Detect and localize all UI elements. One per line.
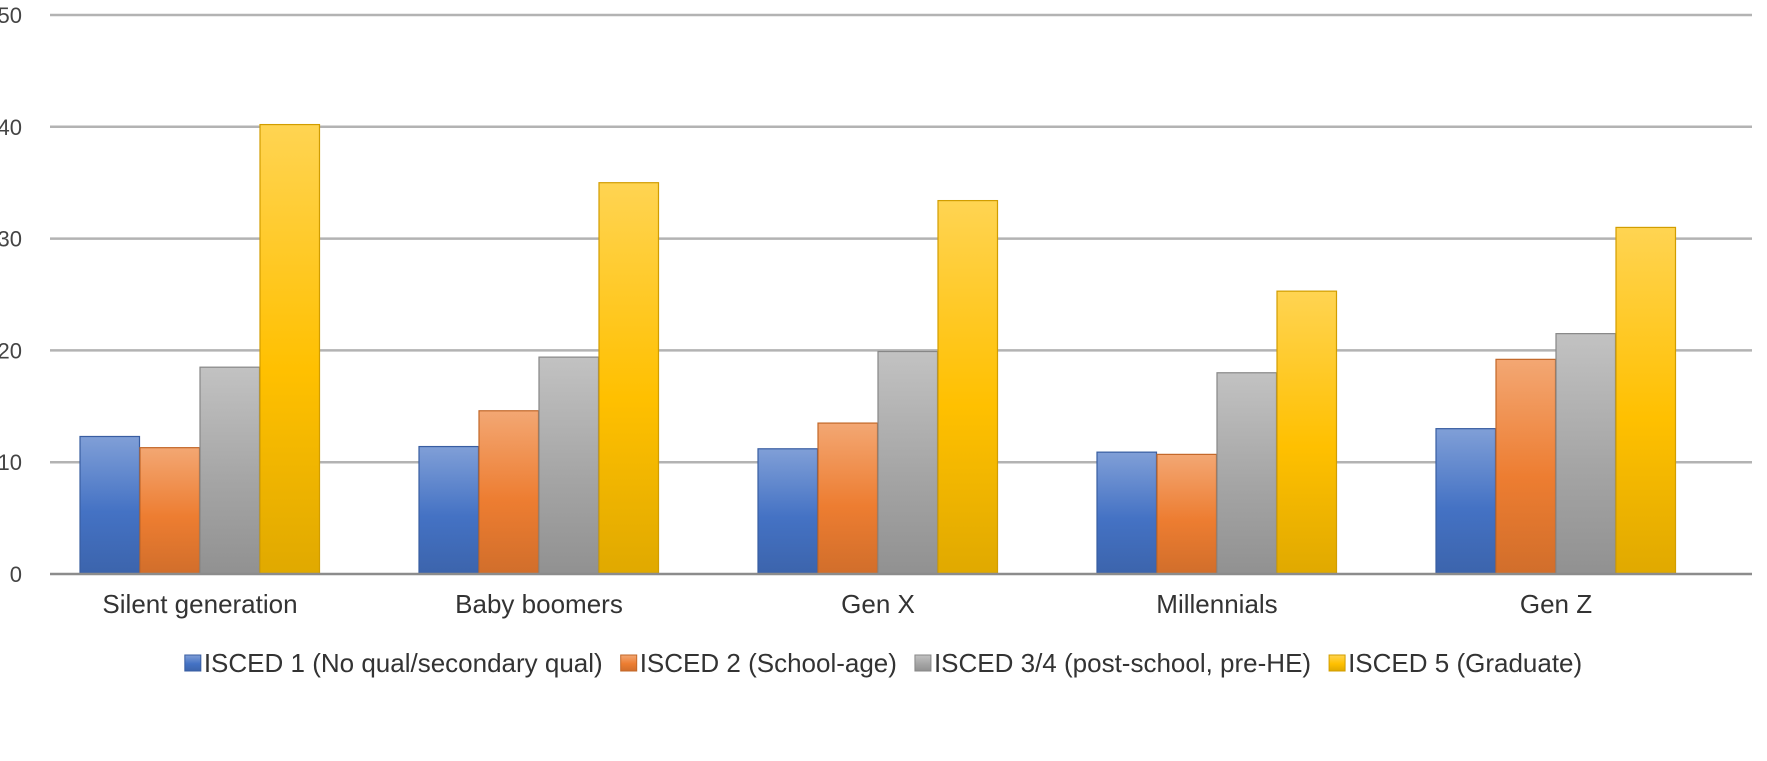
bar-baby-boomers-series-2 [478, 410, 540, 575]
bars [79, 123, 1677, 575]
legend-label: ISCED 5 (Graduate) [1348, 648, 1582, 678]
legend-item: ISCED 2 (School-age) [620, 648, 897, 678]
bar-millennials-series-3 [1216, 372, 1278, 575]
bar-gen-x-series-3 [877, 350, 939, 575]
bar-millennials-series-2 [1156, 453, 1218, 575]
bar-baby-boomers-series-1 [418, 445, 480, 575]
bar-millennials-series-1 [1096, 451, 1158, 575]
legend-swatch [914, 654, 932, 672]
bar-baby-boomers-series-3 [538, 356, 600, 575]
legend-item: ISCED 1 (No qual/secondary qual) [184, 648, 603, 678]
legend-label: ISCED 3/4 (post-school, pre-HE) [934, 648, 1311, 678]
legend-swatch [184, 654, 202, 672]
y-tick-label: 30 [0, 227, 22, 252]
x-tick-label: Millennials [1156, 589, 1277, 619]
legend-swatch [1328, 654, 1346, 672]
bar-gen-z-series-3 [1555, 333, 1617, 575]
legend: ISCED 1 (No qual/secondary qual) ISCED 2 … [184, 648, 1582, 678]
y-tick-label: 50 [0, 3, 22, 28]
y-axis-ticks: 0 10 20 30 40 50 [0, 3, 22, 587]
x-tick-label: Baby boomers [455, 589, 623, 619]
bar-baby-boomers-series-4 [598, 182, 660, 575]
bar-silent-generation-series-4 [259, 123, 321, 575]
legend-label: ISCED 1 (No qual/secondary qual) [204, 648, 603, 678]
y-tick-label: 0 [10, 562, 22, 587]
y-tick-label: 40 [0, 115, 22, 140]
bar-gen-x-series-4 [937, 199, 999, 575]
y-tick-label: 20 [0, 338, 22, 363]
x-tick-label: Gen Z [1520, 589, 1592, 619]
bar-gen-z-series-2 [1495, 358, 1557, 575]
bar-silent-generation-series-2 [139, 447, 201, 575]
x-tick-label: Silent generation [102, 589, 297, 619]
y-tick-label: 10 [0, 450, 22, 475]
legend-label: ISCED 2 (School-age) [640, 648, 897, 678]
x-tick-label: Gen X [841, 589, 915, 619]
legend-item: ISCED 5 (Graduate) [1328, 648, 1582, 678]
bar-gen-x-series-1 [757, 448, 819, 575]
bar-millennials-series-4 [1276, 290, 1338, 575]
bar-gen-x-series-2 [817, 422, 879, 575]
bar-gen-z-series-4 [1615, 226, 1677, 575]
bar-gen-z-series-1 [1435, 428, 1497, 575]
legend-item: ISCED 3/4 (post-school, pre-HE) [914, 648, 1311, 678]
legend-swatch [620, 654, 638, 672]
bar-silent-generation-series-1 [79, 435, 141, 575]
bar-silent-generation-series-3 [199, 366, 261, 575]
x-axis-labels: Silent generation Baby boomers Gen X Millen… [102, 589, 1592, 619]
